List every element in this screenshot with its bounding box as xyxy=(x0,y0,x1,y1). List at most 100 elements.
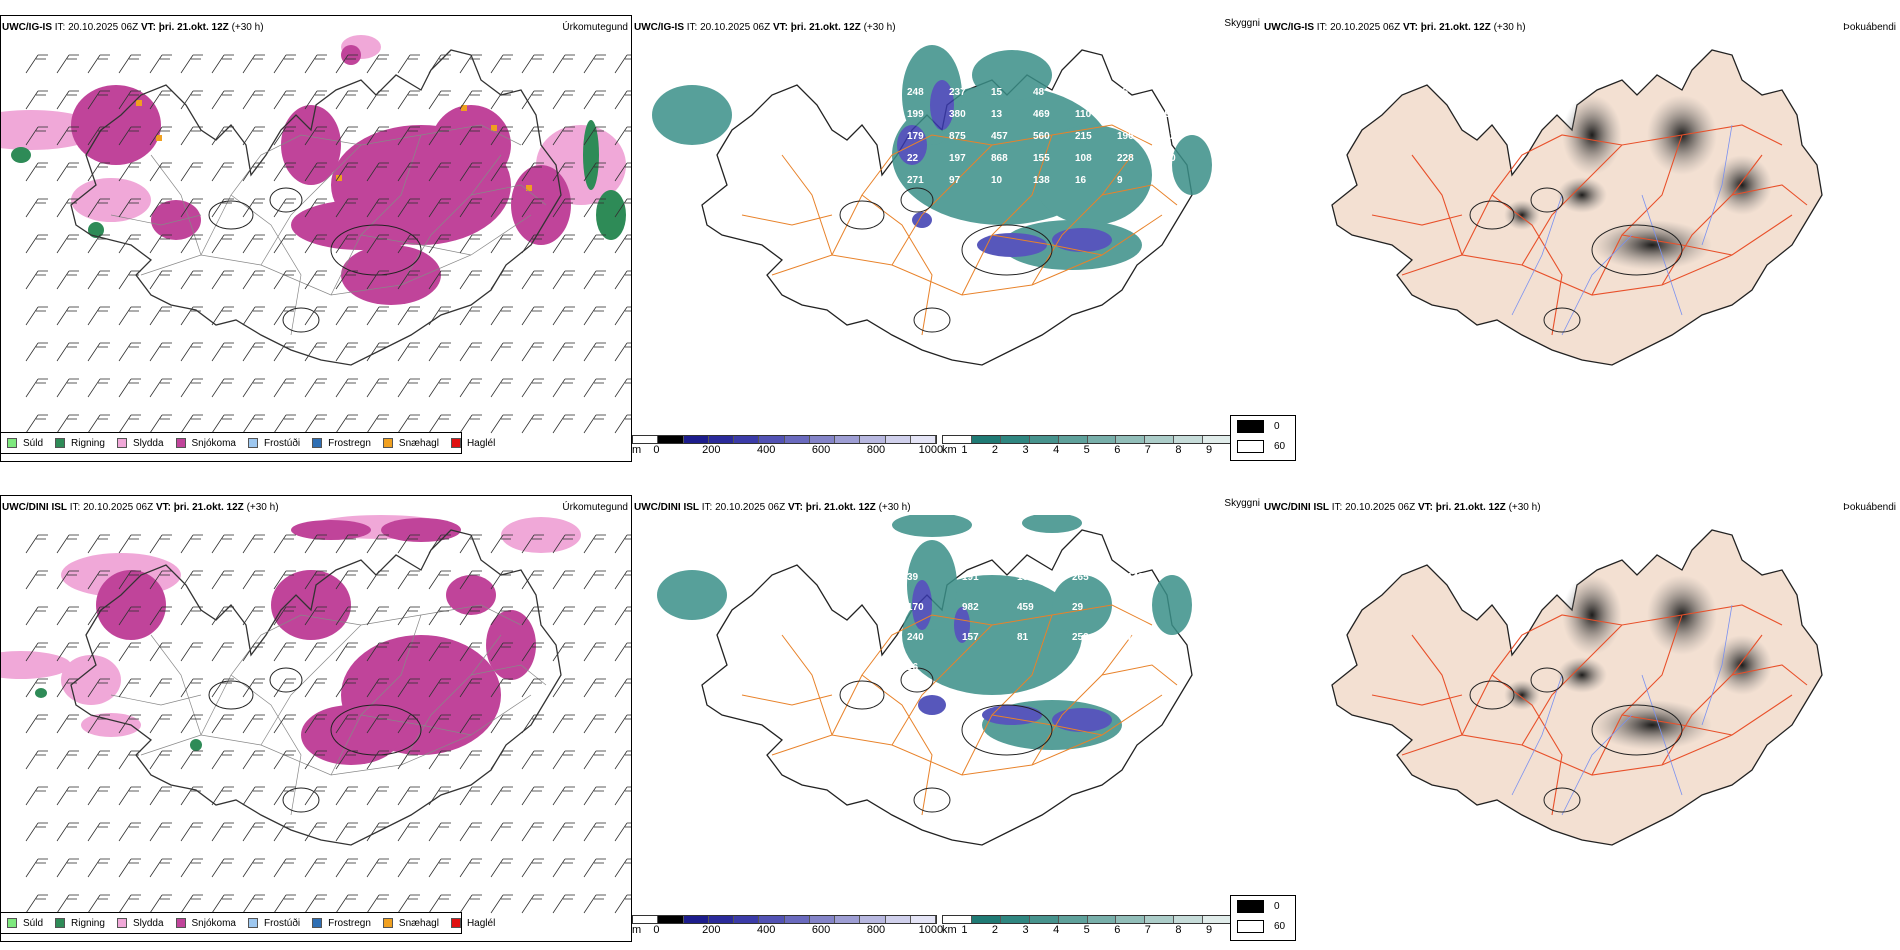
ceiling-value-label: 48 xyxy=(1033,87,1045,98)
colorbar-tick-label: 6 xyxy=(1114,924,1121,936)
low-visibility-areas xyxy=(657,515,1192,750)
legend-label: Snjókoma xyxy=(191,437,236,449)
ceiling-value-label: 459 xyxy=(1017,602,1034,613)
legend-swatch xyxy=(7,438,17,448)
legend-item-haglél: Haglél xyxy=(450,437,496,449)
vt-label: VT: xyxy=(1402,22,1418,33)
colorbar-tick-label: 8 xyxy=(1175,924,1182,936)
panel-top-right: UWC/IG-IS IT: 20.10.2025 06Z VT: þri. 21… xyxy=(1230,15,1900,462)
colorbar-step xyxy=(835,916,861,923)
colorbar-tick-label: 9 xyxy=(1205,444,1213,456)
colorbar-step xyxy=(759,916,785,923)
ceiling-value-label: 22 xyxy=(907,153,919,164)
ceiling-value-label: 237 xyxy=(949,87,966,98)
fog-legend-item: 60 xyxy=(1231,916,1295,936)
ceiling-value-label: 138 xyxy=(1033,175,1050,186)
legend-item-snjókoma: Snjókoma xyxy=(175,918,236,929)
it-label: IT: xyxy=(69,502,81,513)
colorbar-step xyxy=(910,916,936,923)
colorbar-ticks: 12345678910 xyxy=(942,444,1262,458)
fog-index-shading xyxy=(1504,95,1772,270)
ceiling-value-label: 380 xyxy=(949,109,966,120)
it-value: 20.10.2025 06Z xyxy=(700,22,771,33)
precip-areas xyxy=(1,35,626,305)
legend-item-slydda: Slydda xyxy=(116,438,164,449)
legend-label: Frostregn xyxy=(328,917,371,929)
fog-legend-item: 60 xyxy=(1231,436,1295,456)
fog-legend-label: 0 xyxy=(1274,420,1280,432)
ceiling-value-labels: 248 237 15 48 163 25 184 199 380 13 469 110 924 297 17… xyxy=(907,87,1176,186)
fog-legend-label: 60 xyxy=(1274,920,1286,932)
fog-index-map xyxy=(1331,49,1823,366)
legend-swatch xyxy=(175,918,186,928)
colorbar-step xyxy=(708,436,734,443)
wind-barbs xyxy=(25,54,631,434)
colorbar-tick-label: 200 xyxy=(702,924,721,936)
colorbar-tick-label: 8 xyxy=(1175,444,1182,456)
ceiling-value-label: 252 xyxy=(1072,632,1089,643)
ceiling-value-label: 157 xyxy=(962,632,979,643)
legend-item-frostregn: Frostregn xyxy=(312,918,371,929)
vt-label: VT: xyxy=(772,22,788,33)
colorbar-tick-label: 400 xyxy=(757,924,776,936)
fog-legend-item: 0 xyxy=(1231,416,1295,436)
it-label: IT: xyxy=(1316,22,1328,33)
model-name: UWC/IG-IS xyxy=(2,22,52,33)
ceiling-value-label: 184 xyxy=(1159,87,1176,98)
ceiling-value-label: 73 xyxy=(1127,632,1139,643)
colorbar-tick-label: 800 xyxy=(866,444,886,456)
vt-label: VT: xyxy=(1417,502,1433,513)
parameter-name: Þokuábendi xyxy=(1843,502,1896,513)
glacier-outlines xyxy=(839,667,1053,813)
ceiling-value-label: 197 xyxy=(949,153,966,164)
colorbar-swatches xyxy=(942,435,1262,444)
it-label: IT: xyxy=(686,22,698,33)
ceiling-value-label: 81 xyxy=(1017,632,1029,643)
rivers xyxy=(1511,604,1733,816)
ceiling-value-label: 875 xyxy=(949,131,966,142)
colorbar-tick-label: 6 xyxy=(1114,444,1121,456)
colorbar-step xyxy=(809,916,835,923)
colorbar-step xyxy=(809,436,835,443)
ceiling-value-label: 108 xyxy=(1075,153,1092,164)
ceiling-value-label: 29 xyxy=(1072,602,1084,613)
colorbar-step xyxy=(1174,436,1204,443)
legend-swatch xyxy=(450,438,461,448)
fog-legend-swatch xyxy=(1237,899,1264,913)
lead-time: (+30 h) xyxy=(231,22,264,33)
vt-label: VT: xyxy=(155,502,171,513)
colorbar-step xyxy=(885,916,911,923)
vt-value: þri. 21.okt. 12Z xyxy=(1420,22,1491,33)
legend-item-súld: Súld xyxy=(7,438,43,449)
ceiling-value-label: 228 xyxy=(1117,153,1134,164)
colorbar-step xyxy=(1087,436,1117,443)
map-title: UWC/IG-IS IT: 20.10.2025 06Z VT: þri. 21… xyxy=(634,22,896,33)
legend-item-slydda: Slydda xyxy=(116,918,164,929)
precip-legend: Súld Rigning Slydda Snjókoma Frostúði Frostre… xyxy=(0,432,495,454)
colorbar-step xyxy=(759,436,785,443)
parameter-name: Úrkomutegund xyxy=(562,502,628,513)
legend-label: Haglél xyxy=(466,437,496,449)
colorbar-step xyxy=(1174,916,1204,923)
vt-label: VT: xyxy=(787,502,803,513)
precip-type-map xyxy=(1,35,631,434)
colorbar-tick-label: 200 xyxy=(702,444,721,456)
legend-label: Frostúði xyxy=(263,917,301,929)
colorbar-step xyxy=(1058,916,1088,923)
ceiling-value-label: 163 xyxy=(1075,87,1092,98)
ceiling-value-label: 199 xyxy=(907,109,924,120)
colorbar-step xyxy=(1000,916,1030,923)
legend-item-snæhagl: Snæhagl xyxy=(382,918,439,929)
colorbar-step xyxy=(734,916,760,923)
scale-unit: km xyxy=(942,444,957,456)
iceland-landmass xyxy=(70,529,562,846)
colorbar-ticks: 0 200 400 600 800 1000 xyxy=(632,924,943,938)
ceiling-value-label: 160 xyxy=(1017,572,1034,583)
colorbar-step xyxy=(1116,916,1146,923)
colorbar-step xyxy=(971,436,1001,443)
vt-label: VT: xyxy=(140,22,156,33)
lead-time: (+30 h) xyxy=(1493,22,1526,33)
colorbar-step xyxy=(971,916,1001,923)
visibility-colorbar: 12345678910km xyxy=(942,435,1262,458)
legend-swatch xyxy=(116,918,127,928)
